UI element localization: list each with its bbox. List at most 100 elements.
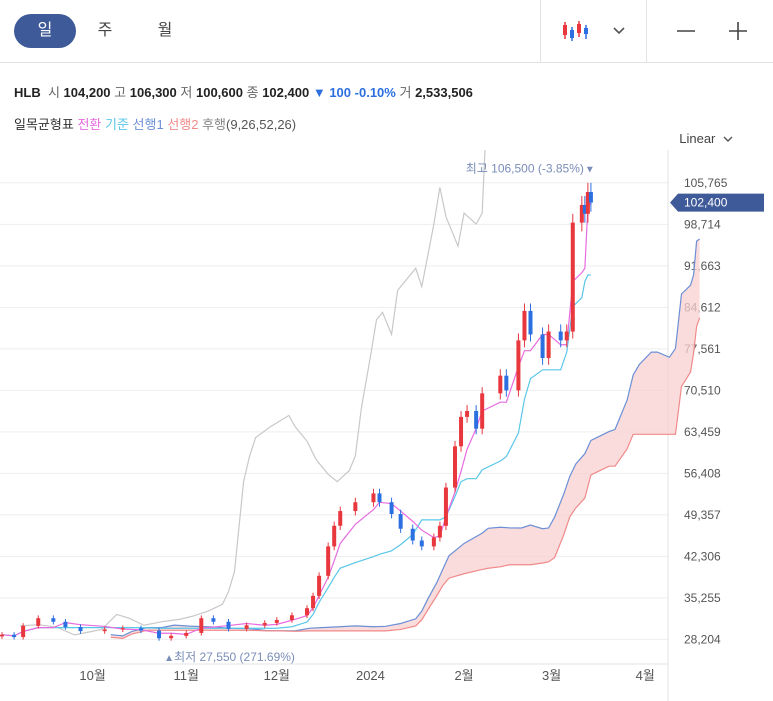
candle [274,619,279,623]
candle [0,634,4,637]
volume-label: 거 [399,85,412,100]
candle [585,192,590,214]
legend-span1: 선행1 [132,117,164,132]
symbol-name: HLB [14,85,41,100]
tab-monthly[interactable]: 월 [157,22,173,39]
indicator-legend[interactable]: 일목균형표 전환 기준 선행1 선행2 후행(9,26,52,26) [14,114,296,133]
candle [398,514,403,529]
candle [410,528,415,541]
candle [558,331,563,341]
x-tick-label: 12월 [264,668,290,683]
ichimoku-cloud [110,238,700,639]
change-percent: -0.10% [354,85,396,100]
candle [63,621,68,628]
legend-lagging: 후행 [202,117,227,132]
candle [211,618,216,622]
low-value: 100,600 [195,85,243,100]
candle [317,575,322,596]
close-label: 종 [246,85,259,100]
y-tick-label: 56,408 [684,466,721,480]
candle [504,375,509,391]
candle [157,630,162,639]
x-tick-label: 2월 [454,668,473,683]
candle [289,615,294,620]
candle [12,634,17,638]
candlestick-icon [563,21,588,41]
change-arrow: ▼ [312,85,326,100]
legend-span2: 선행2 [167,117,199,132]
indicator-name: 일목균형표 [14,117,74,132]
y-tick-label: 98,714 [684,217,721,231]
candle [199,618,204,633]
change-value: 100 [329,85,352,100]
base-line [1,274,591,637]
tab-weekly[interactable]: 주 [97,22,113,39]
low-label: 저 [180,85,193,100]
low-marker-label: 최저 27,550 (271.69%) [174,650,295,664]
price-chart[interactable]: 105,76598,71491,66384,61277,56170,51063,… [0,150,773,701]
candle [36,618,41,626]
candle [419,540,424,547]
candle [443,487,448,526]
open-value: 104,200 [63,85,111,100]
candle [244,625,249,629]
candle [78,627,83,632]
tab-daily[interactable]: 일 [14,14,76,48]
candle [528,310,533,335]
candle [437,525,442,538]
legend-conversion: 전환 [77,117,102,132]
lagging-span-line [20,150,486,636]
x-tick-label: 11월 [173,668,198,683]
candle [311,595,316,609]
y-tick-label: 91,663 [684,259,721,273]
leading-span2-line [110,317,701,640]
y-tick-label: 70,510 [684,383,721,397]
candle [465,411,470,417]
toolbar-divider [646,0,647,62]
legend-base: 기준 [104,117,129,132]
minus-icon [677,30,695,32]
candle [579,204,584,223]
candle [184,632,189,636]
toolbar-divider [540,0,541,62]
candle [582,204,587,214]
candle [540,334,545,359]
candle [516,340,521,391]
chevron-down-icon [723,136,733,142]
candle [546,331,551,359]
y-tick-label: 28,204 [684,632,721,646]
high-marker-label: 최고 106,500 (-3.85%) [466,161,584,175]
candle [570,222,575,332]
candle [459,416,464,447]
scale-selector[interactable]: Linear [679,131,733,146]
close-value: 102,400 [262,85,310,100]
candle [138,628,143,631]
volume-value: 2,533,506 [415,85,473,100]
y-tick-label: 49,357 [684,508,721,522]
candle [453,446,457,488]
scale-label: Linear [679,131,716,146]
candle [338,511,343,526]
candle [498,375,503,394]
y-tick-label: 105,765 [684,176,728,190]
indicator-params: (9,26,52,26) [226,117,297,132]
chevron-down-icon [613,27,625,35]
x-tick-label: 3월 [542,668,561,683]
candle [474,411,479,429]
chart-type-dropdown[interactable] [604,14,634,48]
candle [326,546,331,576]
candle [480,393,485,429]
candle [262,622,267,626]
candle [371,493,376,503]
x-tick-label: 4월 [636,668,655,683]
candle [102,629,107,632]
zoom-in-button[interactable] [718,14,758,48]
candle [169,635,174,639]
candle [564,331,569,341]
zoom-out-button[interactable] [666,14,706,48]
low-marker-arrow: ▲ [164,653,174,664]
candle [522,310,527,341]
high-label: 고 [114,85,127,100]
chart-type-button[interactable] [556,14,596,48]
x-tick-label: 2024 [356,668,385,683]
